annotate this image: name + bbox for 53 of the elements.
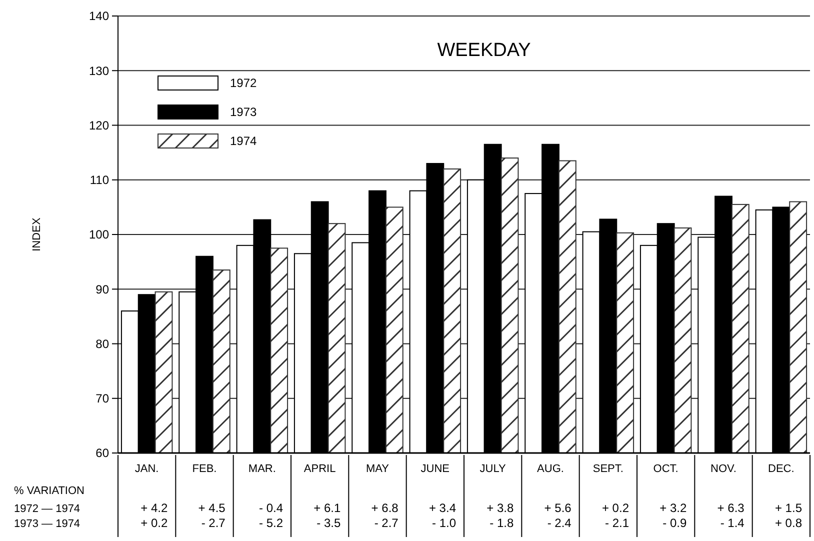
y-tick-label: 60 xyxy=(96,446,110,460)
legend-label: 1972 xyxy=(230,76,258,90)
y-tick-label: 120 xyxy=(88,118,110,132)
text: + 0.2 xyxy=(602,501,630,516)
text: - 1.4 xyxy=(720,516,745,530)
y-tick-label: 100 xyxy=(88,228,110,242)
text: - 0.4 xyxy=(258,501,284,516)
text: + 4.2 xyxy=(140,501,168,516)
y-tick-label: 90 xyxy=(96,282,110,296)
y-tick-label: 140 xyxy=(88,9,110,24)
text: - 1.0 xyxy=(432,516,456,530)
text: + 6.3 xyxy=(717,501,745,516)
text: WEEKDAY xyxy=(437,40,532,61)
y-axis-title: INDEX xyxy=(31,217,43,252)
text: - 5.2 xyxy=(258,516,284,530)
x-tick-label: MAY xyxy=(366,462,390,475)
x-tick-label: NOV. xyxy=(710,462,736,475)
text: + 6.1 xyxy=(314,501,341,516)
x-tick-label: APRIL xyxy=(304,462,336,475)
text: + 6.8 xyxy=(371,501,399,516)
text: - 2.7 xyxy=(374,516,399,530)
y-tick-label: 70 xyxy=(96,392,110,406)
text: - 1.8 xyxy=(490,516,514,530)
text: + 0.8 xyxy=(774,516,802,530)
text: + 4.5 xyxy=(198,501,226,516)
x-tick-label: SEPT. xyxy=(592,462,624,475)
legend-label: 1974 xyxy=(230,134,258,148)
x-tick-label: JAN. xyxy=(134,462,159,475)
x-tick-label: JUNE xyxy=(420,462,450,475)
x-tick-label: DEC. xyxy=(768,462,794,475)
text: % VARIATION xyxy=(14,484,85,497)
text: - 2.4 xyxy=(547,516,572,530)
x-tick-label: FEB. xyxy=(192,462,217,475)
x-tick-label: OCT. xyxy=(653,462,678,475)
text: - 0.9 xyxy=(662,516,687,530)
x-tick-label: JULY xyxy=(480,462,507,475)
text: + 3.2 xyxy=(660,501,687,516)
x-tick-label: MAR. xyxy=(248,462,276,475)
text: + 3.8 xyxy=(486,501,514,516)
text: - 2.7 xyxy=(201,516,226,530)
text: 1973 — 1974 xyxy=(14,518,80,530)
y-tick-label: 80 xyxy=(96,336,110,351)
text: 1972 — 1974 xyxy=(14,502,80,515)
text: + 0.2 xyxy=(140,516,168,530)
text: + 5.6 xyxy=(544,501,572,516)
x-tick-label: AUG. xyxy=(537,462,564,475)
text: + 3.4 xyxy=(428,501,456,516)
y-tick-label: 130 xyxy=(88,64,110,78)
text: + 1.5 xyxy=(774,501,802,516)
y-tick-label: 110 xyxy=(90,173,110,188)
text: - 2.1 xyxy=(604,516,630,530)
legend-label: 1973 xyxy=(230,105,258,120)
text: - 3.5 xyxy=(316,516,341,530)
